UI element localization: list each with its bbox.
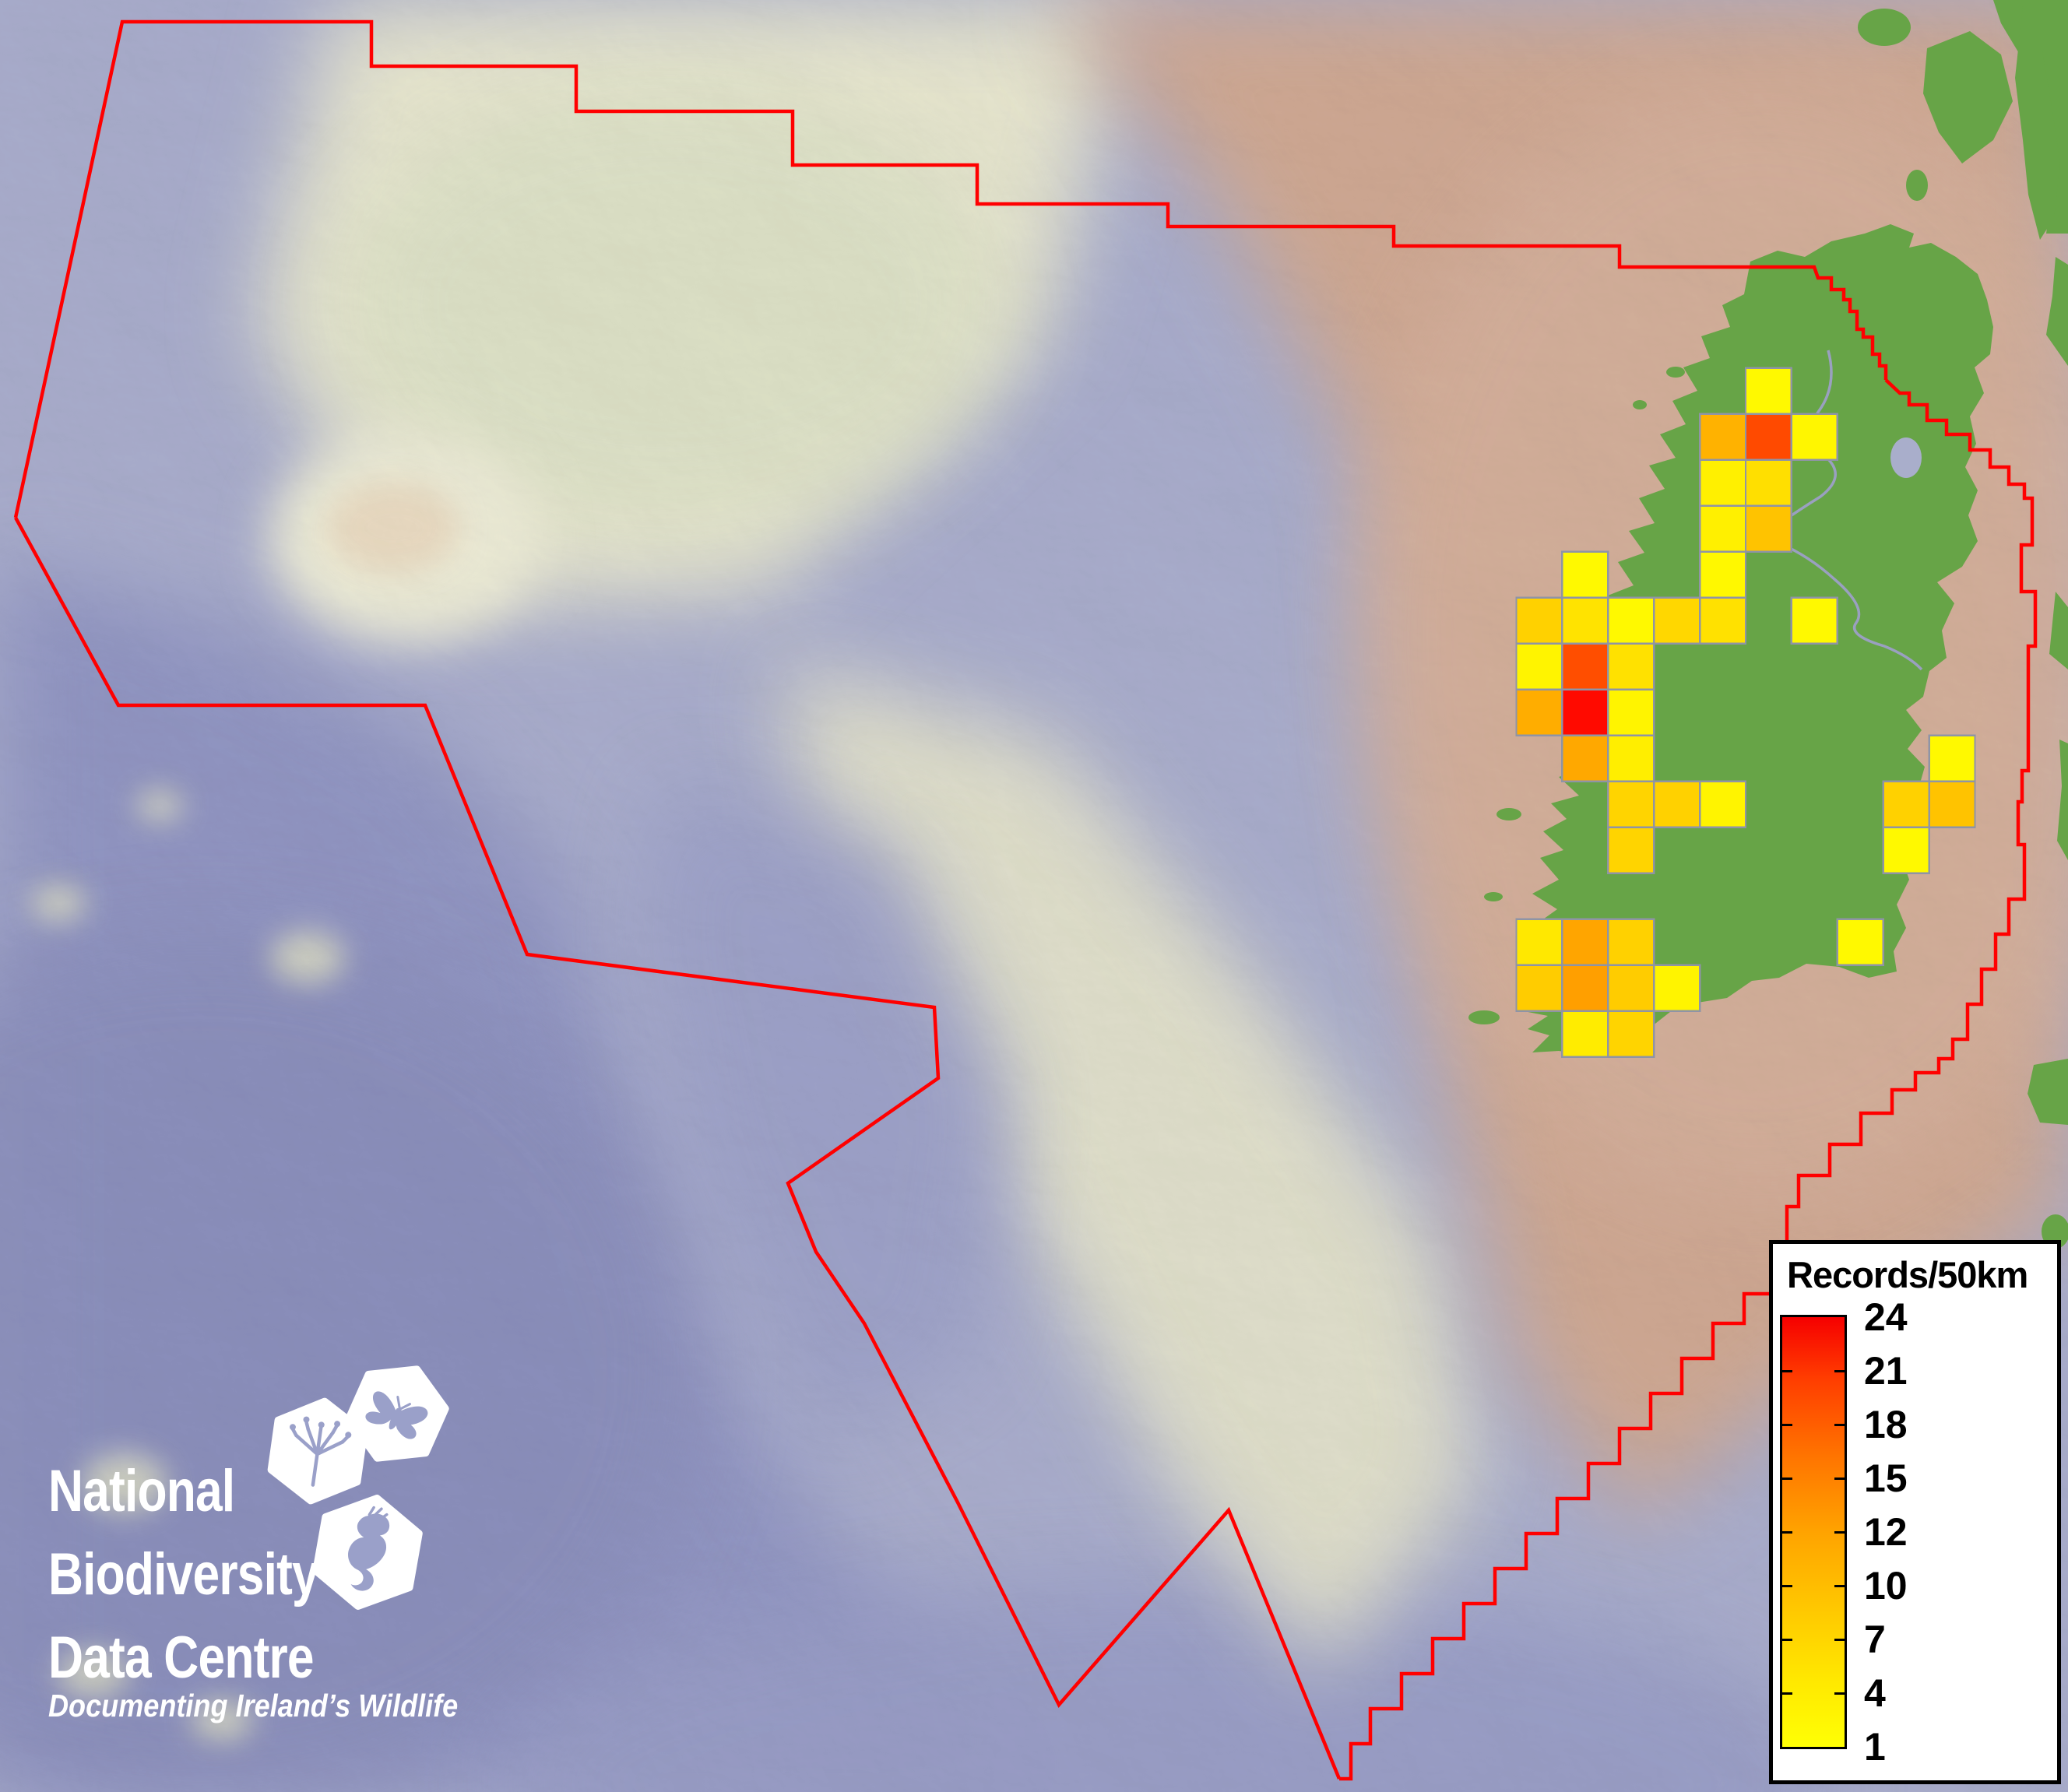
grid-cell — [1928, 780, 1976, 828]
grid-cell — [1744, 504, 1793, 553]
logo-tagline: Documenting Ireland’s Wildlife — [48, 1688, 459, 1723]
grid-cell — [1882, 780, 1930, 828]
grid-cell — [1561, 550, 1609, 599]
grid-cell — [1561, 1010, 1609, 1058]
logo-line-1: National — [48, 1458, 235, 1524]
islay-jura-islands — [1923, 31, 2013, 163]
legend-tick-label: 10 — [1864, 1564, 1908, 1608]
boundary-west-south — [14, 516, 1342, 1780]
legend-tick-label: 21 — [1864, 1349, 1908, 1393]
grid-cell — [1607, 964, 1655, 1012]
grid-cell — [1790, 596, 1838, 645]
grid-cell — [1607, 918, 1655, 966]
grid-cell — [1561, 688, 1609, 736]
legend-tick-mark — [1834, 1692, 1845, 1695]
grid-cell — [1561, 642, 1609, 690]
grid-cell — [1607, 1010, 1655, 1058]
st-davids-islet — [2042, 1214, 2068, 1249]
legend-tick-mark — [1834, 1370, 1845, 1372]
logo-hexagons — [267, 1365, 449, 1610]
lough-neagh — [1890, 437, 1922, 478]
grid-cell — [1698, 413, 1747, 461]
seahorse-hexagon-icon — [312, 1495, 423, 1610]
legend-tick-label: 4 — [1864, 1671, 1886, 1715]
grid-cell — [1515, 964, 1563, 1012]
isle-of-man — [2049, 592, 2068, 669]
grid-cell — [1515, 596, 1563, 645]
records-grid-cells — [1515, 367, 1976, 1058]
grid-cell — [1698, 550, 1747, 599]
legend-tick-mark — [1834, 1531, 1845, 1534]
grid-cell — [1836, 918, 1884, 966]
grid-cell — [1607, 596, 1655, 645]
grid-cell — [1561, 734, 1609, 782]
grid-cell — [1607, 826, 1655, 874]
boundary-celtic-sea — [1339, 1291, 1769, 1781]
legend-tick-label: 12 — [1864, 1510, 1908, 1554]
grid-cell — [1515, 688, 1563, 736]
legend-tick-mark — [1782, 1585, 1792, 1587]
grid-cell — [1652, 964, 1701, 1012]
legend-tick-mark — [1782, 1639, 1792, 1641]
legend-tick-label: 1 — [1864, 1725, 1886, 1769]
grid-cell — [1744, 413, 1793, 461]
pembrokeshire-coast — [2028, 1059, 2068, 1125]
grid-cell — [1607, 734, 1655, 782]
grid-cell — [1698, 459, 1747, 507]
grid-cell — [1652, 780, 1701, 828]
legend-tick-mark — [1834, 1639, 1845, 1641]
legend-tick-mark — [1834, 1585, 1845, 1587]
logo-line-3: Data Centre — [48, 1625, 315, 1691]
grid-cell — [1790, 413, 1838, 461]
legend-title: Records/50km — [1787, 1254, 2028, 1295]
legend-tick-label: 15 — [1864, 1456, 1908, 1500]
scotland-landmass — [1993, 0, 2068, 234]
grid-cell — [1698, 596, 1747, 645]
legend-tick-mark — [1834, 1478, 1845, 1480]
legend-tick-mark — [1782, 1370, 1792, 1372]
grid-cell — [1607, 780, 1655, 828]
legend: Records/50km 24 21 18 15 12 10 7 4 1 — [1769, 1240, 2061, 1784]
grid-cell — [1607, 642, 1655, 690]
grid-cell — [1698, 504, 1747, 553]
hebrides-islet — [1858, 9, 1911, 46]
logo-line-2: Biodiversity — [48, 1541, 319, 1608]
galloway-coast — [2046, 257, 2068, 366]
butterfly-hexagon-icon — [345, 1365, 449, 1462]
legend-tick-mark — [1782, 1531, 1792, 1534]
grid-cell — [1607, 688, 1655, 736]
logo-wordmark: National Biodiversity Data Centre — [48, 1449, 319, 1699]
boundary-irish-sea — [1785, 378, 2038, 1240]
grid-cell — [1561, 596, 1609, 645]
boundary-north-west — [13, 19, 1888, 518]
grid-cell — [1882, 826, 1930, 874]
wales-coast — [2057, 740, 2068, 860]
legend-tick-mark — [1782, 1692, 1792, 1695]
legend-tick-label: 18 — [1864, 1403, 1908, 1446]
grid-cell — [1928, 734, 1976, 782]
grid-cell — [1515, 918, 1563, 966]
legend-tick-label: 24 — [1864, 1295, 1908, 1339]
legend-tick-mark — [1834, 1424, 1845, 1426]
small-isle — [1906, 170, 1928, 201]
grid-cell — [1561, 918, 1609, 966]
grid-cell — [1561, 964, 1609, 1012]
legend-tick-mark — [1782, 1478, 1792, 1480]
legend-tick-mark — [1782, 1424, 1792, 1426]
designated-area-boundary — [13, 19, 2038, 1781]
grid-cell — [1744, 367, 1793, 415]
legend-tick-label: 7 — [1864, 1618, 1886, 1661]
grid-cell — [1652, 596, 1701, 645]
kintyre-peninsula — [2015, 6, 2060, 240]
grid-cell — [1744, 459, 1793, 507]
grid-cell — [1698, 780, 1747, 828]
grid-cell — [1515, 642, 1563, 690]
